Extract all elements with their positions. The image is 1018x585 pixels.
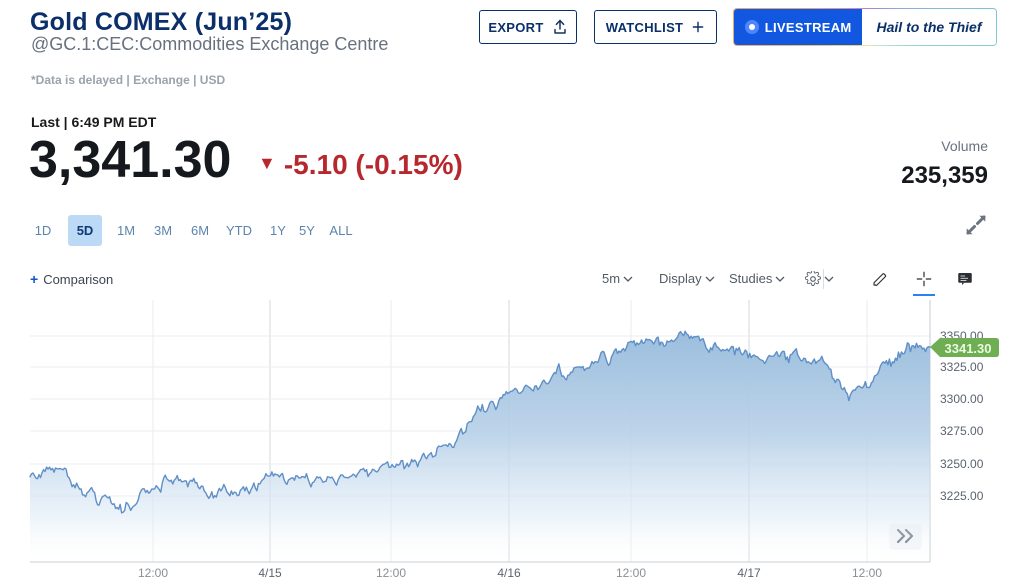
svg-text:3250.00: 3250.00 — [940, 457, 984, 471]
svg-text:3275.00: 3275.00 — [940, 424, 984, 438]
svg-text:12:00: 12:00 — [852, 566, 882, 580]
svg-text:4/17: 4/17 — [737, 566, 761, 580]
svg-text:4/15: 4/15 — [258, 566, 282, 580]
svg-text:3300.00: 3300.00 — [940, 392, 984, 406]
svg-text:12:00: 12:00 — [138, 566, 168, 580]
svg-text:4/16: 4/16 — [497, 566, 521, 580]
svg-text:3225.00: 3225.00 — [940, 489, 984, 503]
svg-text:3341.30: 3341.30 — [945, 341, 992, 356]
svg-text:3325.00: 3325.00 — [940, 360, 984, 374]
svg-text:12:00: 12:00 — [616, 566, 646, 580]
svg-text:12:00: 12:00 — [376, 566, 406, 580]
